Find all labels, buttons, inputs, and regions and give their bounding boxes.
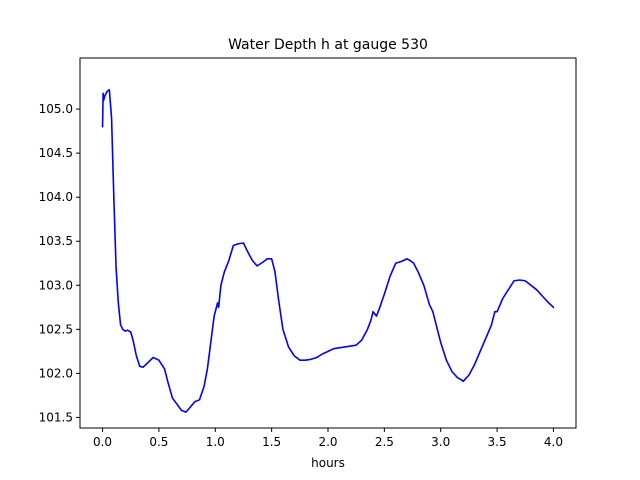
x-tick-label: 3.5 <box>488 435 507 449</box>
chart-title: Water Depth h at gauge 530 <box>228 37 428 53</box>
y-tick-label: 103.0 <box>39 278 73 292</box>
x-axis-label: hours <box>311 456 345 470</box>
y-tick-label: 101.5 <box>39 410 73 424</box>
y-tick-label: 105.0 <box>39 102 73 116</box>
y-tick-label: 103.5 <box>39 234 73 248</box>
x-tick-label: 2.0 <box>318 435 337 449</box>
ticks: 0.0 0.5 1.0 1.5 2.0 2.5 3.0 3.5 4.0 101.5 102.0 102… <box>39 102 563 449</box>
y-tick-label: 104.5 <box>39 146 73 160</box>
y-tick-label: 102.5 <box>39 322 73 336</box>
x-tick-label: 3.0 <box>431 435 450 449</box>
x-tick-label: 2.5 <box>375 435 394 449</box>
x-tick-label: 1.0 <box>206 435 225 449</box>
x-tick-label: 0.5 <box>149 435 168 449</box>
series-line <box>101 88 555 413</box>
x-tick-label: 0.0 <box>93 435 112 449</box>
y-tick-label: 104.0 <box>39 190 73 204</box>
y-tick-label: 102.0 <box>39 366 73 380</box>
x-tick-label: 1.5 <box>262 435 281 449</box>
plot-frame <box>79 57 577 429</box>
x-tick-label: 4.0 <box>544 435 563 449</box>
